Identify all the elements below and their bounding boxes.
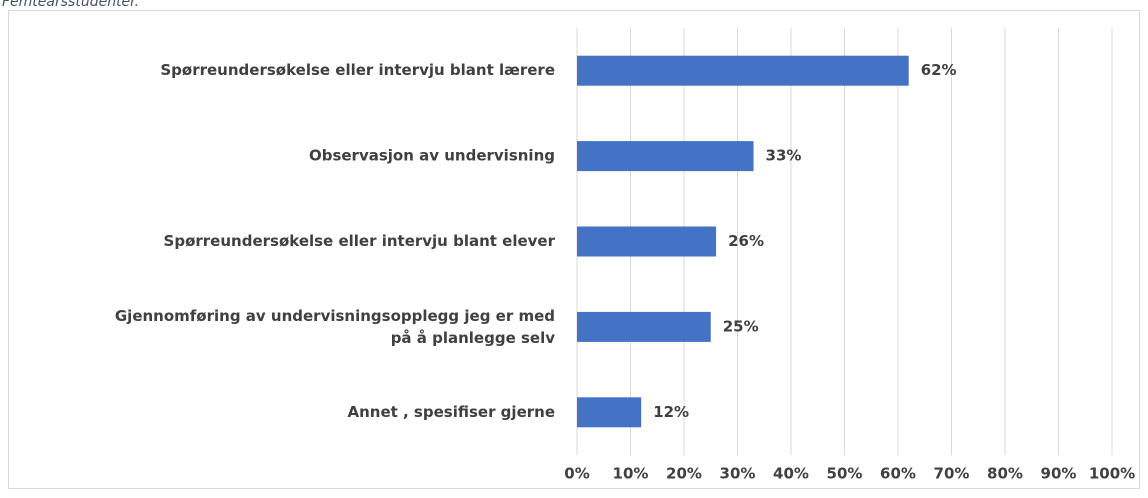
x-tick-label: 70% (934, 465, 970, 483)
x-tick-label: 90% (1041, 465, 1077, 483)
value-label: 26% (728, 232, 764, 250)
category-label: Spørreundersøkelse eller intervju blant … (160, 61, 555, 79)
bar (577, 141, 754, 172)
x-tick-label: 100% (1089, 465, 1135, 483)
category-label: Gjennomføring av undervisningsopplegg je… (115, 306, 555, 346)
value-label: 33% (766, 147, 802, 165)
value-label: 62% (921, 61, 957, 79)
x-tick-label: 50% (827, 465, 863, 483)
category-label: Spørreundersøkelse eller intervju blant … (164, 232, 556, 250)
value-label: 25% (723, 317, 759, 335)
bar (577, 55, 909, 86)
x-tick-label: 20% (666, 465, 702, 483)
category-label: Observasjon av undervisning (309, 147, 555, 165)
bar (577, 226, 717, 257)
category-label: Annet , spesifiser gjerne (347, 403, 555, 421)
x-tick-label: 60% (880, 465, 916, 483)
x-tick-label: 30% (720, 465, 756, 483)
bar (577, 311, 711, 342)
value-label: 12% (653, 403, 689, 421)
chart-subtitle: Femteårsstudenter. (2, 0, 139, 10)
bar (577, 397, 642, 428)
x-tick-label: 10% (613, 465, 649, 483)
x-tick-label: 80% (987, 465, 1023, 483)
x-tick-label: 40% (773, 465, 809, 483)
x-tick-label: 0% (564, 465, 589, 483)
